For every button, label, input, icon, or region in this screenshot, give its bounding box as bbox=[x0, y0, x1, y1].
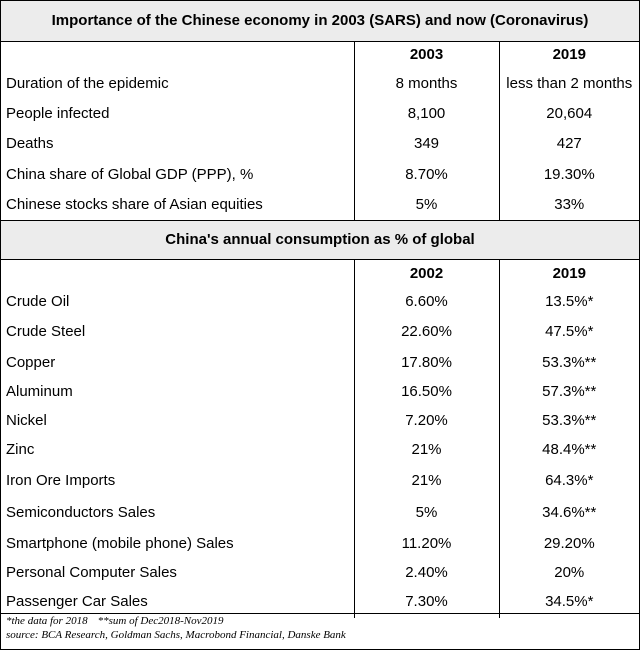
table-row: China share of Global GDP (PPP), % 8.70% 1… bbox=[1, 159, 639, 191]
row-value-s2-col3: 48.4%** bbox=[542, 441, 597, 458]
section2-title: China's annual consumption as % of globa… bbox=[1, 220, 639, 260]
table-row: Crude Steel 22.60% 47.5%* bbox=[1, 315, 639, 348]
row-label: Semiconductors Sales bbox=[6, 504, 156, 521]
row-value-s1-col3: 427 bbox=[556, 135, 582, 152]
table-row: Semiconductors Sales 5% 34.6%** bbox=[1, 497, 639, 529]
section1-col3-header: 2019 bbox=[552, 46, 586, 64]
table-row: Passenger Car Sales 7.30% 34.5%* bbox=[1, 586, 639, 618]
section2-column-header-row: 2002 2019 bbox=[1, 259, 639, 288]
row-value-s2-col2: 22.60% bbox=[353, 315, 500, 348]
section1-label-header bbox=[1, 42, 354, 69]
row-value-s1-col2: 349 bbox=[353, 128, 500, 160]
economy-table: Importance of the Chinese economy in 200… bbox=[1, 1, 639, 618]
source-note: source: BCA Research, Goldman Sachs, Mac… bbox=[6, 629, 346, 641]
table-row: Chinese stocks share of Asian equities 5%… bbox=[1, 190, 639, 221]
row-label: Zinc bbox=[6, 441, 35, 458]
section1-header-row: Importance of the Chinese economy in 200… bbox=[1, 1, 639, 42]
row-value-s1-col3: less than 2 months bbox=[506, 74, 633, 92]
row-value-s2-col2: 5% bbox=[353, 497, 500, 529]
section1-title: Importance of the Chinese economy in 200… bbox=[1, 1, 639, 42]
table-row: Aluminum 16.50% 57.3%** bbox=[1, 377, 639, 407]
row-value-s2-col3: 53.3%** bbox=[542, 353, 597, 371]
row-label: Personal Computer Sales bbox=[6, 563, 177, 581]
row-label: Nickel bbox=[6, 412, 47, 429]
row-value-s1-col2: 8.70% bbox=[353, 159, 500, 191]
table-row: Iron Ore Imports 21% 64.3%* bbox=[1, 464, 639, 498]
section1-column-header-row: 2003 2019 bbox=[1, 41, 639, 69]
table-row: Personal Computer Sales 2.40% 20% bbox=[1, 558, 639, 587]
table-row: Duration of the epidemic 8 months less tha… bbox=[1, 68, 639, 99]
row-value-s2-col2: 21% bbox=[353, 464, 500, 498]
row-value-s1-col2: 8,100 bbox=[353, 98, 500, 129]
row-label: Copper bbox=[6, 353, 56, 371]
table-row: Zinc 21% 48.4%** bbox=[1, 435, 639, 465]
row-value-s2-col3: 34.5%* bbox=[545, 593, 594, 610]
section2-col2-header: 2002 bbox=[353, 259, 500, 288]
row-label: Smartphone (mobile phone) Sales bbox=[6, 534, 234, 552]
row-value-s1-col3: 33% bbox=[499, 190, 639, 221]
table-row: Nickel 7.20% 53.3%** bbox=[1, 406, 639, 436]
row-label: Crude Oil bbox=[6, 292, 70, 310]
row-value-s2-col2: 7.20% bbox=[353, 406, 500, 436]
row-label: China share of Global GDP (PPP), % bbox=[6, 166, 254, 183]
table-row: Copper 17.80% 53.3%** bbox=[1, 347, 639, 378]
section1-col2-header: 2003 bbox=[353, 41, 500, 69]
row-value-s2-col2: 17.80% bbox=[353, 347, 500, 378]
section2-header-row: China's annual consumption as % of globa… bbox=[1, 220, 639, 260]
row-value-s2-col2: 11.20% bbox=[353, 528, 500, 559]
row-value-s2-col3: 34.6%** bbox=[542, 504, 597, 521]
row-value-s2-col2: 7.30% bbox=[353, 586, 500, 618]
row-label: Chinese stocks share of Asian equities bbox=[1, 190, 354, 221]
table-row: People infected 8,100 20,604 bbox=[1, 98, 639, 129]
table-row: Deaths 349 427 bbox=[1, 128, 639, 160]
footnote-sum: **sum of Dec2018-Nov2019 bbox=[97, 615, 224, 627]
row-label: Passenger Car Sales bbox=[6, 593, 148, 610]
row-value-s2-col3: 13.5%* bbox=[545, 292, 594, 310]
row-value-s2-col2: 6.60% bbox=[353, 287, 500, 316]
row-label: People infected bbox=[6, 104, 110, 122]
row-value-s2-col3: 29.20% bbox=[543, 534, 595, 552]
row-value-s2-col3: 57.3%** bbox=[542, 383, 597, 400]
row-value-s1-col2: 5% bbox=[353, 190, 500, 221]
footnote-line: *the data for 2018 **sum of Dec2018-Nov20… bbox=[1, 614, 639, 628]
row-label: Aluminum bbox=[6, 383, 73, 400]
row-value-s2-col3: 53.3%** bbox=[542, 412, 597, 429]
section2-label-header bbox=[1, 260, 354, 288]
row-value-s2-col2: 21% bbox=[353, 435, 500, 465]
row-value-s1-col2: 8 months bbox=[353, 68, 500, 99]
row-value-s1-col3: 19.30% bbox=[543, 166, 595, 183]
row-value-s1-col3: 20,604 bbox=[546, 104, 593, 122]
row-value-s2-col2: 16.50% bbox=[353, 377, 500, 407]
section2-col3-header: 2019 bbox=[552, 264, 586, 282]
row-label: Iron Ore Imports bbox=[6, 472, 116, 489]
row-value-s2-col3: 64.3%* bbox=[545, 472, 594, 489]
table-row: Crude Oil 6.60% 13.5%* bbox=[1, 287, 639, 316]
row-value-s2-col3: 20% bbox=[554, 563, 585, 581]
footnote-2018: *the data for 2018 bbox=[6, 615, 88, 627]
row-label: Duration of the epidemic bbox=[6, 74, 169, 92]
row-label: Crude Steel bbox=[6, 322, 86, 340]
row-label: Deaths bbox=[6, 135, 54, 152]
row-value-s2-col3: 47.5%* bbox=[545, 322, 594, 340]
footnotes: *the data for 2018 **sum of Dec2018-Nov20… bbox=[1, 613, 639, 642]
table-row: Smartphone (mobile phone) Sales 11.20% 29.… bbox=[1, 528, 639, 559]
row-value-s2-col2: 2.40% bbox=[353, 558, 500, 587]
